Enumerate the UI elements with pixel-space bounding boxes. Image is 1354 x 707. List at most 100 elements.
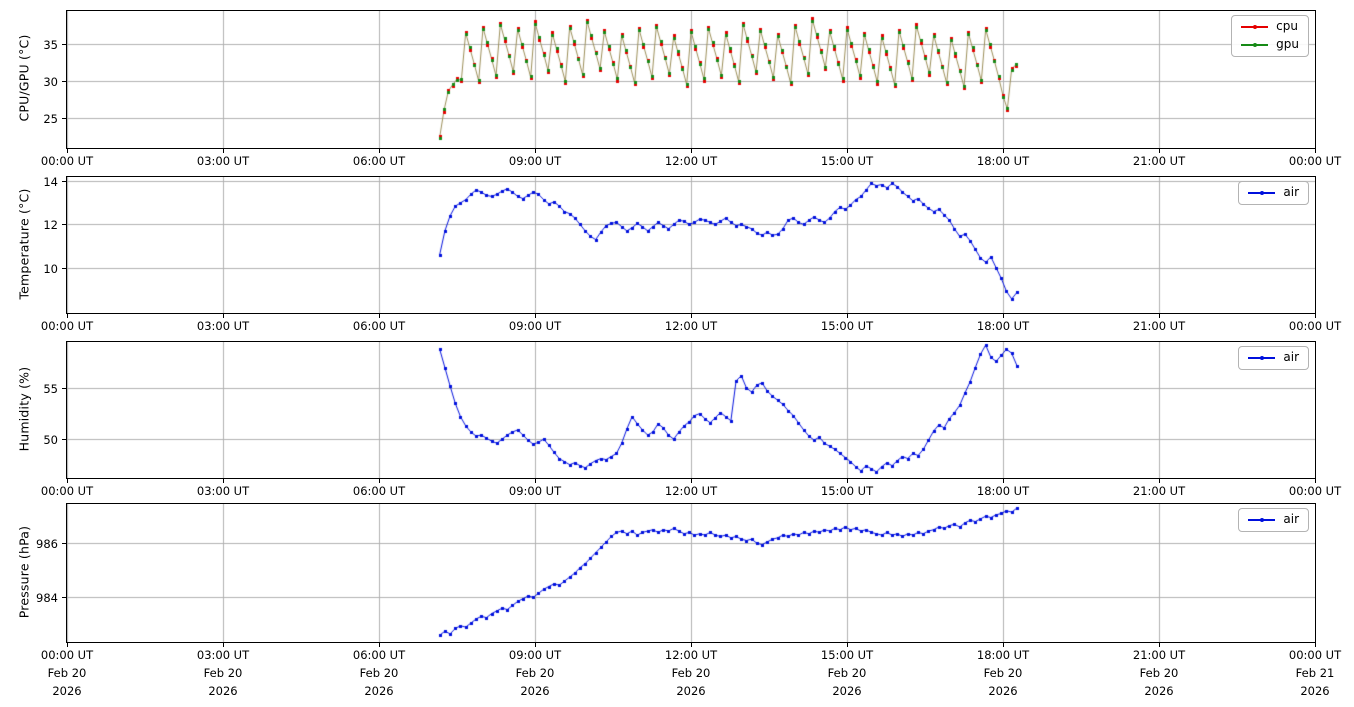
x-tick-label: 03:00 UT: [196, 319, 250, 333]
legend-item-air: air: [1248, 350, 1299, 365]
x-tick: [67, 314, 68, 318]
x-tick-label: 00:00 UT: [1288, 484, 1342, 498]
x-tick: [1003, 314, 1004, 318]
x-tick-label: 00:00 UT: [40, 648, 94, 662]
x-tick-date: Feb 20: [515, 666, 555, 680]
y-axis-label-temperature: Temperature (°C): [16, 188, 32, 300]
x-tick-label: 15:00 UT: [820, 648, 874, 662]
legend-marker-dot: [1259, 355, 1264, 360]
x-tick: [535, 479, 536, 483]
x-tick-label: 09:00 UT: [508, 154, 562, 168]
x-tick: [847, 479, 848, 483]
x-tick-label: 00:00 UT: [1288, 319, 1342, 333]
legend: air: [1238, 508, 1309, 532]
legend-item-gpu: gpu: [1241, 36, 1299, 52]
x-tick-year: 2026: [208, 684, 238, 698]
x-tick-label: 21:00 UT: [1132, 648, 1186, 662]
legend-line-sample: [1248, 355, 1276, 360]
y-tick-label: 50: [43, 432, 58, 447]
x-tick: [691, 314, 692, 318]
x-tick: [1315, 479, 1316, 483]
x-tick: [379, 479, 380, 483]
x-tick: [1159, 314, 1160, 318]
legend-item-air: air: [1248, 512, 1299, 527]
x-tick-year: 2026: [988, 684, 1018, 698]
legend-line-sample: [1248, 517, 1276, 522]
x-tick-date: Feb 20: [47, 666, 87, 680]
y-tick: [62, 439, 66, 440]
x-tick: [67, 149, 68, 153]
x-tick-date: Feb 20: [1139, 666, 1179, 680]
y-tick: [62, 181, 66, 182]
x-tick-year: 2026: [832, 684, 862, 698]
y-tick-label: 55: [43, 381, 58, 396]
x-tick: [1159, 643, 1160, 647]
x-tick-year: 2026: [1300, 684, 1330, 698]
x-tick-label: 18:00 UT: [976, 319, 1030, 333]
legend-line-sample: [1241, 42, 1269, 47]
x-tick: [379, 314, 380, 318]
x-tick: [1159, 479, 1160, 483]
x-tick: [535, 149, 536, 153]
legend-label: air: [1283, 350, 1299, 364]
x-tick-date: Feb 20: [359, 666, 399, 680]
y-tick-label: 25: [43, 111, 58, 126]
x-tick: [223, 149, 224, 153]
y-tick: [62, 268, 66, 269]
x-tick-label: 12:00 UT: [664, 154, 718, 168]
y-tick-label: 30: [43, 74, 58, 89]
x-tick-label: 06:00 UT: [352, 484, 406, 498]
y-tick-label: 986: [36, 536, 58, 551]
chart-canvas-cpu-gpu: [67, 11, 1315, 148]
x-tick-label: 09:00 UT: [508, 648, 562, 662]
x-tick: [535, 314, 536, 318]
plot-area-temperature: air: [66, 176, 1316, 314]
plot-area-cpu-gpu: cpu gpu: [66, 10, 1316, 149]
x-tick-date: Feb 21: [1295, 666, 1335, 680]
legend-marker-dot: [1252, 42, 1257, 47]
legend-marker-dot: [1259, 190, 1264, 195]
x-tick-label: 15:00 UT: [820, 484, 874, 498]
x-tick: [847, 643, 848, 647]
x-tick-year: 2026: [676, 684, 706, 698]
legend-label: gpu: [1276, 36, 1299, 51]
x-tick-label: 09:00 UT: [508, 484, 562, 498]
x-tick-label: 00:00 UT: [40, 154, 94, 168]
x-tick: [847, 149, 848, 153]
x-tick-year: 2026: [520, 684, 550, 698]
legend-label: air: [1283, 512, 1299, 526]
x-tick-label: 03:00 UT: [196, 648, 250, 662]
x-tick-label: 06:00 UT: [352, 319, 406, 333]
y-tick-label: 10: [43, 261, 58, 276]
x-tick: [1159, 149, 1160, 153]
x-tick-label: 06:00 UT: [352, 154, 406, 168]
legend: air: [1238, 346, 1309, 370]
chart-canvas-humidity: [67, 342, 1315, 478]
x-tick-label: 03:00 UT: [196, 154, 250, 168]
x-tick-label: 18:00 UT: [976, 154, 1030, 168]
x-tick: [223, 314, 224, 318]
x-tick: [379, 149, 380, 153]
y-tick: [62, 224, 66, 225]
x-tick-label: 18:00 UT: [976, 648, 1030, 662]
x-tick: [223, 643, 224, 647]
y-tick: [62, 597, 66, 598]
x-tick-year: 2026: [52, 684, 82, 698]
x-tick: [1315, 314, 1316, 318]
legend: cpu gpu: [1231, 15, 1309, 57]
x-tick-date: Feb 20: [827, 666, 867, 680]
x-tick: [1003, 479, 1004, 483]
plot-area-humidity: air: [66, 341, 1316, 479]
x-tick-label: 18:00 UT: [976, 484, 1030, 498]
legend: air: [1238, 181, 1309, 205]
x-tick-date: Feb 20: [983, 666, 1023, 680]
legend-marker-dot: [1252, 24, 1257, 29]
legend-item-cpu: cpu: [1241, 19, 1299, 34]
y-tick-label: 984: [36, 590, 58, 605]
x-tick-label: 15:00 UT: [820, 319, 874, 333]
chart-canvas-temperature: [67, 177, 1315, 313]
legend-line-sample: [1241, 24, 1269, 29]
x-tick-label: 06:00 UT: [352, 648, 406, 662]
x-tick: [1003, 149, 1004, 153]
